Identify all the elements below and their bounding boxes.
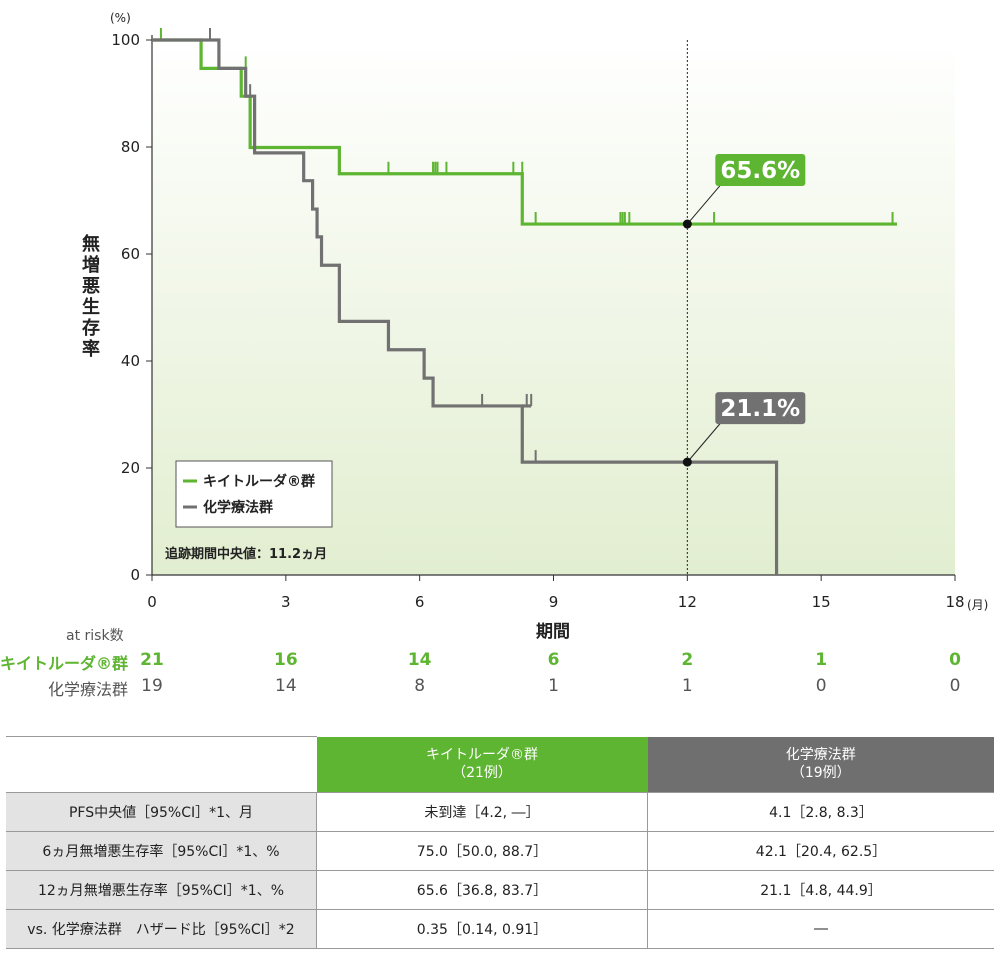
risk-value: 19 bbox=[141, 676, 163, 696]
value-point-chemo bbox=[682, 457, 692, 467]
table-row: 12ヵ月無増悪生存率［95%CI］*1、% 65.6［36.8, 83.7］ 2… bbox=[6, 870, 994, 910]
x-axis-title: 期間 bbox=[536, 622, 570, 642]
row-label: 12ヵ月無増悪生存率［95%CI］*1、% bbox=[6, 870, 317, 910]
y-axis-char: 増 bbox=[82, 254, 100, 276]
y-axis-char: 生 bbox=[82, 296, 100, 318]
x-unit: (月) bbox=[967, 598, 988, 612]
x-tick-label: 18 bbox=[945, 593, 964, 611]
callout-box-pembro bbox=[715, 154, 806, 187]
y-axis-char: 存 bbox=[82, 317, 100, 339]
cell-chemo: 4.1［2.8, 8.3］ bbox=[647, 792, 994, 832]
header-blank bbox=[6, 736, 317, 793]
y-axis-title: 無増悪生存率 bbox=[82, 233, 100, 360]
risk-row-label: 化学療法群 bbox=[47, 680, 128, 699]
risk-value: 14 bbox=[407, 650, 432, 670]
summary-table: キイトルーダ®群 （21例） 化学療法群 （19例） PFS中央値［95%CI］… bbox=[6, 736, 994, 949]
risk-value: 8 bbox=[414, 676, 426, 696]
x-tick-label: 12 bbox=[678, 593, 697, 611]
risk-value: 1 bbox=[548, 676, 559, 696]
legend: キイトルーダ®群 化学療法群 bbox=[175, 460, 333, 528]
risk-value: 0 bbox=[949, 650, 961, 670]
callout-value-pembro: 65.6% bbox=[720, 158, 800, 184]
header-pembro: キイトルーダ®群 （21例） bbox=[316, 736, 648, 793]
y-axis-char: 率 bbox=[82, 338, 100, 360]
risk-title: at risk数 bbox=[66, 628, 124, 644]
risk-value: 6 bbox=[547, 650, 560, 670]
cell-pembro: 0.35［0.14, 0.91］ bbox=[316, 909, 648, 949]
cell-chemo: 21.1［4.8, 44.9］ bbox=[647, 870, 994, 910]
callout-box-chemo bbox=[715, 392, 806, 425]
y-tick-label: 40 bbox=[121, 352, 140, 370]
y-tick-label: 100 bbox=[111, 31, 140, 49]
risk-value: 16 bbox=[273, 650, 298, 670]
km-chart: 0 20 40 60 80 100 0 3 6 9 12 15 18 65.6% 21.1% キイトルーダ… bbox=[82, 11, 988, 642]
risk-value: 21 bbox=[140, 650, 164, 670]
legend-label-chemo: 化学療法群 bbox=[203, 499, 273, 516]
x-tick-label: 6 bbox=[415, 593, 425, 611]
y-unit: (%) bbox=[110, 11, 131, 25]
table-row: 6ヵ月無増悪生存率［95%CI］*1、% 75.0［50.0, 88.7］ 42… bbox=[6, 831, 994, 871]
header-chemo: 化学療法群 （19例） bbox=[647, 736, 994, 793]
y-tick-label: 0 bbox=[130, 566, 140, 584]
y-tick-label: 80 bbox=[121, 138, 140, 156]
risk-value: 0 bbox=[815, 676, 827, 696]
value-point-pembro bbox=[682, 219, 692, 229]
row-label: vs. 化学療法群 ハザード比［95%CI］*2 bbox=[6, 909, 317, 949]
row-label: PFS中央値［95%CI］*1、月 bbox=[6, 792, 317, 832]
risk-value: 1 bbox=[681, 676, 693, 696]
risk-value: 14 bbox=[275, 676, 297, 696]
legend-label-pembro: キイトルーダ®群 bbox=[203, 473, 315, 490]
x-tick-label: 3 bbox=[281, 593, 291, 611]
risk-value: 2 bbox=[681, 650, 694, 670]
cell-pembro: 75.0［50.0, 88.7］ bbox=[316, 831, 648, 871]
x-tick-label: 15 bbox=[812, 593, 831, 611]
x-tick-label: 0 bbox=[147, 593, 157, 611]
callout-leader-chemo bbox=[686, 421, 722, 463]
followup-note: 追跡期間中央値：11.2ヵ月 bbox=[165, 546, 327, 562]
risk-row-label: キイトルーダ®群 bbox=[0, 654, 129, 673]
cell-chemo: 42.1［20.4, 62.5］ bbox=[647, 831, 994, 871]
callout-value-chemo: 21.1% bbox=[720, 396, 800, 422]
callout-leader-pembro bbox=[686, 183, 722, 225]
risk-value: 1 bbox=[815, 650, 828, 670]
cell-pembro: 未到達［4.2, ―］ bbox=[316, 792, 648, 832]
y-tick-label: 60 bbox=[121, 245, 140, 263]
table-header-row: キイトルーダ®群 （21例） 化学療法群 （19例） bbox=[6, 736, 994, 793]
table-row: vs. 化学療法群 ハザード比［95%CI］*2 0.35［0.14, 0.91… bbox=[6, 909, 994, 949]
table-row: PFS中央値［95%CI］*1、月 未到達［4.2, ―］ 4.1［2.8, 8… bbox=[6, 792, 994, 832]
y-axis-char: 悪 bbox=[82, 276, 100, 297]
row-label: 6ヵ月無増悪生存率［95%CI］*1、% bbox=[6, 831, 317, 871]
x-tick-label: 9 bbox=[549, 593, 559, 611]
risk-value: 0 bbox=[949, 676, 961, 696]
y-tick-label: 20 bbox=[121, 459, 140, 477]
cell-chemo: ― bbox=[647, 909, 994, 949]
y-axis-char: 無 bbox=[82, 233, 100, 255]
cell-pembro: 65.6［36.8, 83.7］ bbox=[316, 870, 648, 910]
